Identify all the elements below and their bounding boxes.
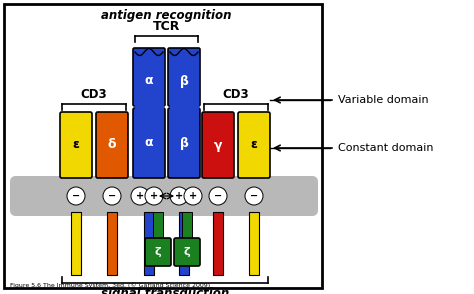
Bar [153, 212, 163, 238]
Text: β: β [180, 74, 189, 88]
Bar [213, 212, 223, 275]
FancyBboxPatch shape [168, 48, 200, 106]
FancyBboxPatch shape [145, 238, 171, 266]
Text: antigen recognition: antigen recognition [101, 9, 232, 22]
FancyBboxPatch shape [174, 238, 200, 266]
Text: α: α [145, 136, 153, 150]
Text: α: α [145, 74, 153, 88]
Text: CD3: CD3 [223, 88, 249, 101]
Text: Constant domain: Constant domain [338, 143, 434, 153]
FancyBboxPatch shape [168, 108, 200, 178]
Circle shape [131, 187, 149, 205]
Text: γ: γ [214, 138, 222, 151]
Circle shape [245, 187, 263, 205]
Bar [4, 4, 322, 288]
Text: δ: δ [108, 138, 116, 151]
FancyBboxPatch shape [133, 108, 165, 178]
Bar [179, 212, 189, 275]
Text: CD3: CD3 [81, 88, 107, 101]
Text: +: + [175, 191, 183, 201]
Text: −: − [250, 191, 258, 201]
Text: ζ: ζ [155, 247, 161, 257]
Text: −: − [108, 191, 116, 201]
FancyBboxPatch shape [133, 48, 165, 106]
Circle shape [67, 187, 85, 205]
Bar [249, 212, 259, 275]
Polygon shape [135, 49, 163, 56]
Text: ε: ε [73, 138, 80, 151]
Bar [107, 212, 117, 275]
Circle shape [184, 187, 202, 205]
Polygon shape [135, 55, 163, 108]
Text: ζ: ζ [184, 247, 191, 257]
Bar [182, 212, 192, 238]
Text: signal transduction: signal transduction [101, 287, 229, 294]
Bar [144, 212, 154, 275]
Circle shape [209, 187, 227, 205]
Text: +: + [189, 191, 197, 201]
Text: +: + [136, 191, 144, 201]
FancyBboxPatch shape [238, 112, 270, 178]
Polygon shape [170, 49, 198, 56]
Text: β: β [180, 136, 189, 150]
Text: Variable domain: Variable domain [338, 95, 428, 105]
Circle shape [145, 187, 163, 205]
Polygon shape [170, 55, 198, 108]
FancyBboxPatch shape [96, 112, 128, 178]
Text: ε: ε [251, 138, 257, 151]
Text: −: − [214, 191, 222, 201]
FancyBboxPatch shape [202, 112, 234, 178]
FancyBboxPatch shape [60, 112, 92, 178]
FancyBboxPatch shape [10, 176, 318, 216]
Text: Figure 5.6 The Immune System, 3ed. (© Garland Science 2009): Figure 5.6 The Immune System, 3ed. (© Ga… [10, 282, 210, 288]
Text: TCR: TCR [153, 20, 180, 33]
Circle shape [170, 187, 188, 205]
Circle shape [103, 187, 121, 205]
Text: +: + [150, 191, 158, 201]
Bar [71, 212, 81, 275]
Text: −: − [72, 191, 80, 201]
